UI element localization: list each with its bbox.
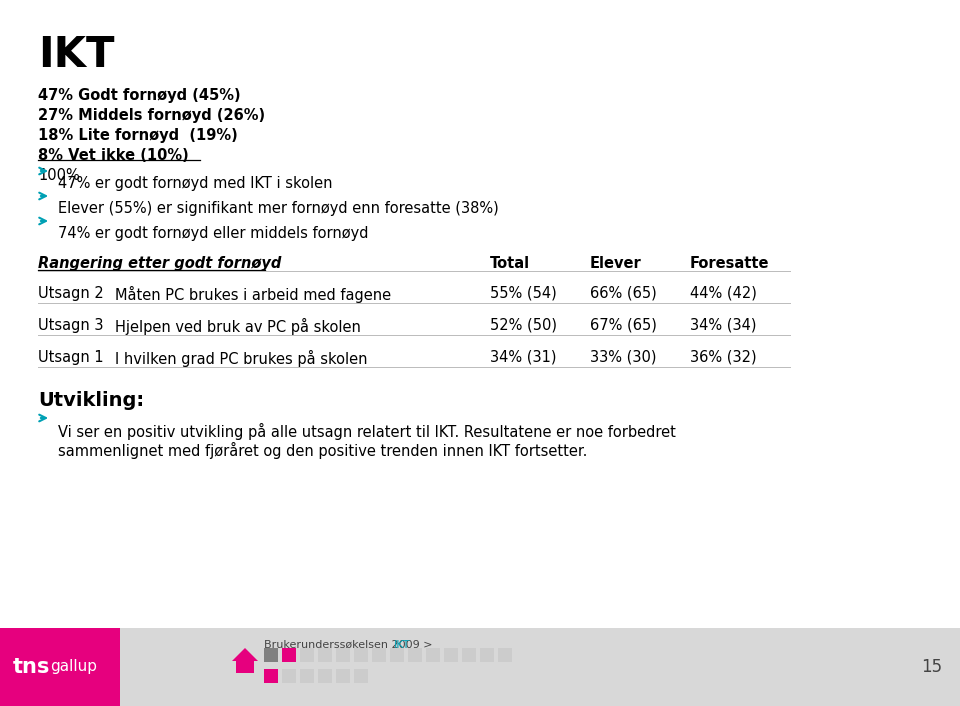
Text: 74% er godt fornøyd eller middels fornøyd: 74% er godt fornøyd eller middels fornøy… (58, 226, 369, 241)
Bar (336, 669, 350, 683)
Text: sammenlignet med fjøråret og den positive trenden innen IKT fortsetter.: sammenlignet med fjøråret og den positiv… (58, 442, 588, 459)
Bar (318, 669, 332, 683)
Bar (236, 660, 254, 673)
Text: 27% Middels fornøyd (26%): 27% Middels fornøyd (26%) (38, 108, 265, 123)
Bar (498, 648, 512, 662)
Bar (354, 648, 368, 662)
Text: IKT: IKT (38, 34, 114, 76)
Text: Utvikling:: Utvikling: (38, 391, 144, 410)
Text: 52% (50): 52% (50) (490, 318, 557, 333)
Bar (0, 628, 960, 706)
Text: Brukerunderssøkelsen 2009 >: Brukerunderssøkelsen 2009 > (264, 640, 436, 650)
Bar (462, 648, 476, 662)
Bar (264, 669, 278, 683)
Text: 8% Vet ikke (10%): 8% Vet ikke (10%) (38, 148, 189, 163)
Text: Elever: Elever (590, 256, 641, 271)
Text: tns: tns (13, 657, 50, 677)
Bar (0, 628, 120, 706)
Text: Utsagn 1: Utsagn 1 (38, 350, 104, 365)
Text: 47% Godt fornøyd (45%): 47% Godt fornøyd (45%) (38, 88, 241, 103)
Bar (408, 648, 422, 662)
Bar (426, 648, 440, 662)
Polygon shape (232, 648, 258, 661)
Bar (480, 648, 494, 662)
Bar (300, 648, 314, 662)
Text: Utsagn 3: Utsagn 3 (38, 318, 104, 333)
Text: Rangering etter godt fornøyd: Rangering etter godt fornøyd (38, 256, 281, 271)
Text: Utsagn 2: Utsagn 2 (38, 286, 104, 301)
Text: 36% (32): 36% (32) (690, 350, 756, 365)
Bar (300, 669, 314, 683)
Text: Hjelpen ved bruk av PC på skolen: Hjelpen ved bruk av PC på skolen (115, 318, 361, 335)
Text: Elever (55%) er signifikant mer fornøyd enn foresatte (38%): Elever (55%) er signifikant mer fornøyd … (58, 201, 499, 216)
Text: 18% Lite fornøyd  (19%): 18% Lite fornøyd (19%) (38, 128, 238, 143)
Text: gallup: gallup (50, 659, 97, 674)
Text: 47% er godt fornøyd med IKT i skolen: 47% er godt fornøyd med IKT i skolen (58, 176, 332, 191)
Bar (282, 648, 296, 662)
Text: 34% (34): 34% (34) (690, 318, 756, 333)
Text: 33% (30): 33% (30) (590, 350, 657, 365)
Bar (264, 648, 278, 662)
Bar (336, 648, 350, 662)
Text: Total: Total (490, 256, 530, 271)
Bar (390, 648, 404, 662)
Bar (444, 648, 458, 662)
Bar (372, 648, 386, 662)
Text: Foresatte: Foresatte (690, 256, 770, 271)
Bar (282, 669, 296, 683)
Text: 44% (42): 44% (42) (690, 286, 756, 301)
Text: 34% (31): 34% (31) (490, 350, 557, 365)
Text: 55% (54): 55% (54) (490, 286, 557, 301)
Text: Vi ser en positiv utvikling på alle utsagn relatert til IKT. Resultatene er noe : Vi ser en positiv utvikling på alle utsa… (58, 423, 676, 440)
Bar (318, 648, 332, 662)
Bar (354, 669, 368, 683)
Text: 67% (65): 67% (65) (590, 318, 657, 333)
Text: 66% (65): 66% (65) (590, 286, 657, 301)
Text: IKT: IKT (394, 640, 410, 650)
Text: Måten PC brukes i arbeid med fagene: Måten PC brukes i arbeid med fagene (115, 286, 391, 303)
Text: 15: 15 (921, 658, 942, 676)
Text: I hvilken grad PC brukes på skolen: I hvilken grad PC brukes på skolen (115, 350, 368, 367)
Text: 100%: 100% (38, 168, 80, 183)
